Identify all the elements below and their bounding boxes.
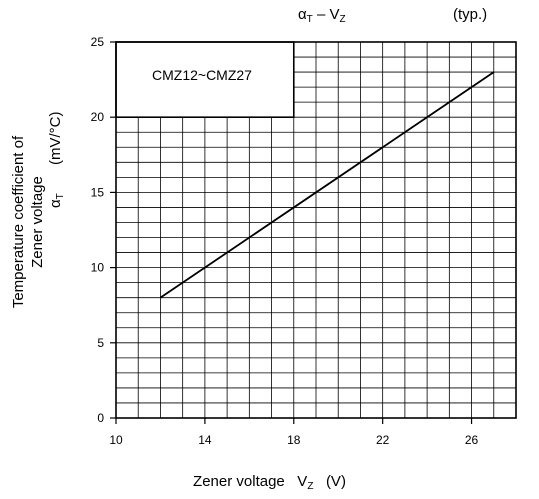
x-axis-label-unit: (V) [325, 473, 346, 490]
y-tick-label: 0 [97, 411, 104, 425]
y-axis-label-unit: (mV/°C) [47, 111, 64, 166]
y-axis-label-line2: Zener voltage [29, 176, 46, 268]
y-axis-label-line1: Temperature coefficient of [10, 135, 27, 309]
x-tick-label: 14 [198, 433, 212, 447]
title-alpha: αT – VZ [298, 6, 346, 25]
y-tick-label: 20 [91, 110, 105, 124]
y-axis-label-symbol: αT [47, 193, 66, 208]
plot-frame [115, 41, 517, 419]
chart-title-typ: (typ.) [453, 6, 488, 23]
series-line [159, 71, 495, 299]
x-axis-label-text: Zener voltage [193, 473, 285, 490]
y-tick-label: 25 [91, 35, 105, 49]
x-tick-label: 26 [465, 433, 479, 447]
y-tick-label: 15 [91, 185, 105, 199]
x-axis-label-symbol: VZ [297, 473, 314, 492]
x-tick-label: 18 [287, 433, 301, 447]
chart-title: αT – VZ [298, 6, 346, 25]
y-axis-label: Temperature coefficient of Zener voltage [9, 92, 47, 352]
x-tick-label: 10 [109, 433, 123, 447]
legend-label: CMZ12~CMZ27 [152, 67, 252, 83]
x-tick-label: 22 [376, 433, 390, 447]
y-tick-label: 10 [91, 261, 105, 275]
x-axis-label: Zener voltage VZ (V) [0, 473, 539, 492]
y-tick-label: 5 [97, 336, 104, 350]
